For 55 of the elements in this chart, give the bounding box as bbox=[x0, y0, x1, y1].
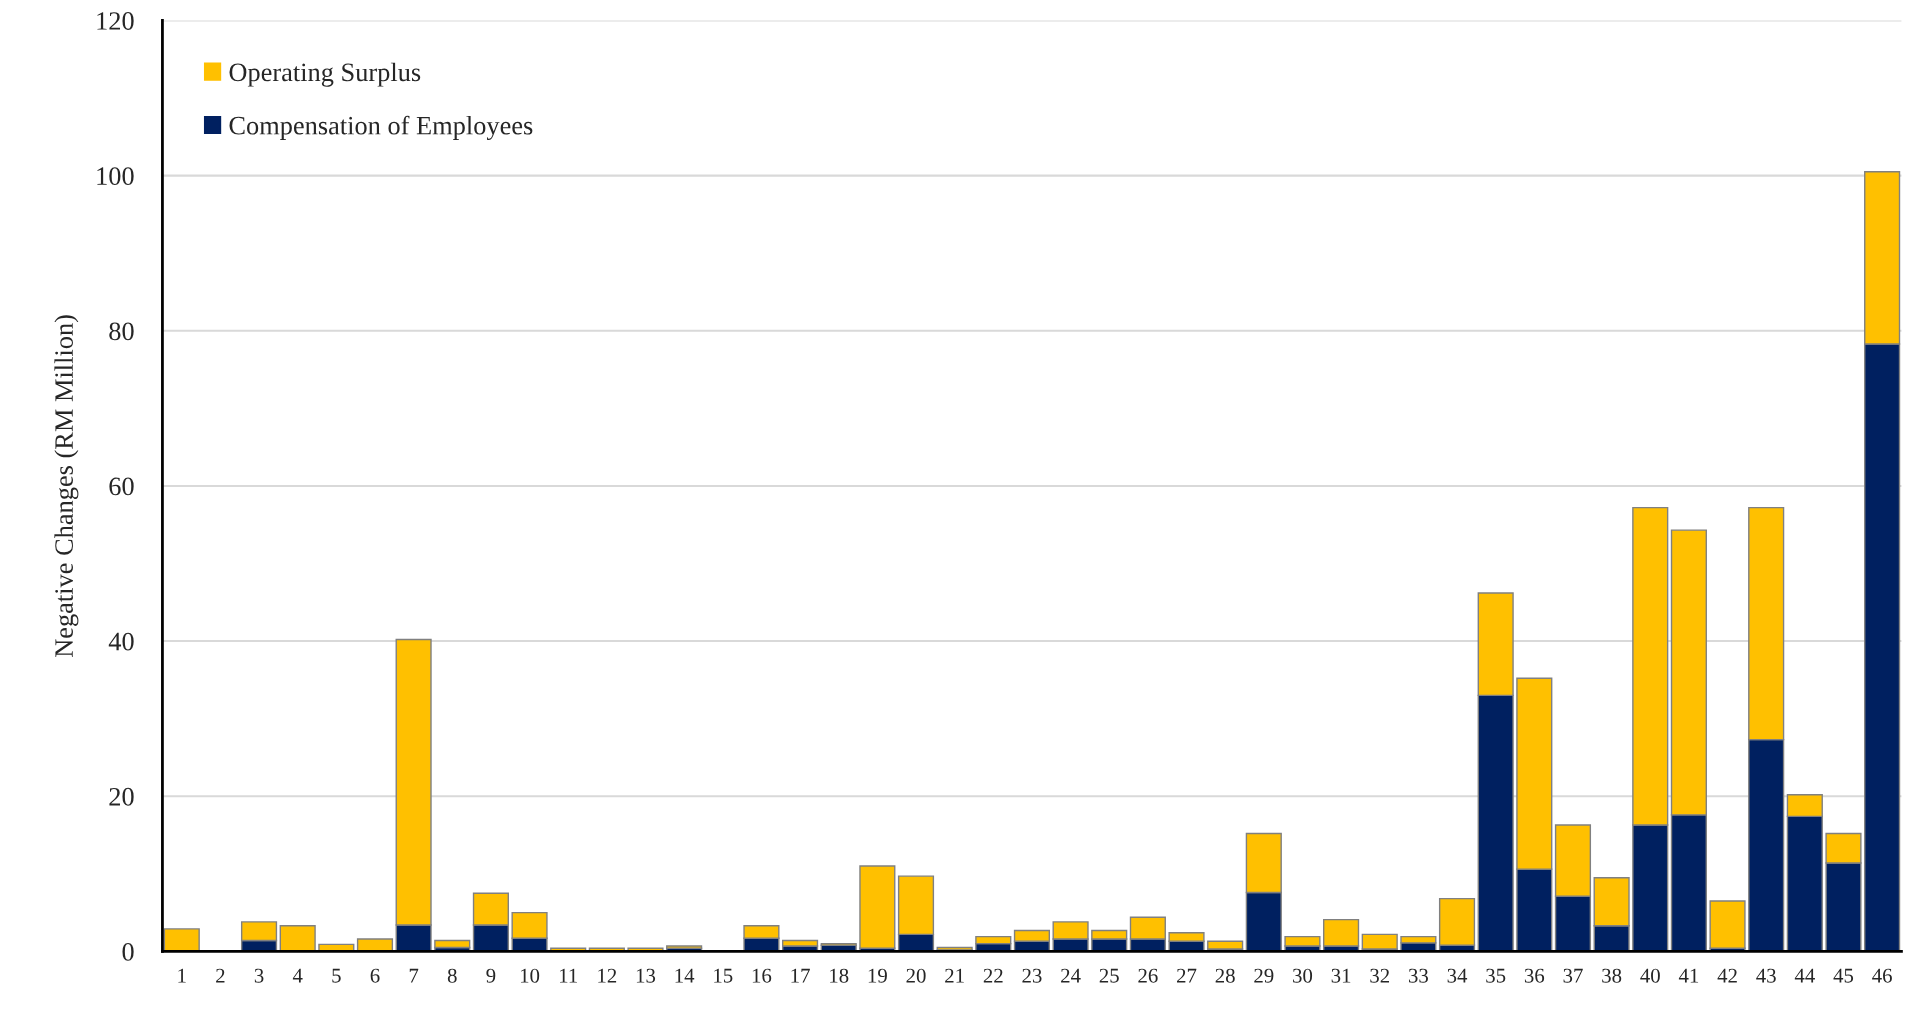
x-tick-label: 30 bbox=[1293, 968, 1313, 983]
x-tick-label: 40 bbox=[1640, 968, 1660, 983]
x-tick-label: 2 bbox=[216, 968, 225, 983]
x-tick-label: 23 bbox=[1022, 968, 1042, 983]
x-tick-label: 4 bbox=[292, 968, 303, 983]
x-tick-label: 13 bbox=[636, 968, 656, 983]
x-tick-label: 29 bbox=[1254, 968, 1274, 983]
x-tick-label: 41 bbox=[1678, 968, 1699, 983]
x-tick-label: 17 bbox=[791, 968, 810, 983]
y-tick-label: 0 bbox=[122, 943, 134, 961]
x-tick-label: 6 bbox=[370, 968, 380, 983]
x-tick-label: 20 bbox=[906, 968, 926, 983]
x-tick-label: 3 bbox=[254, 968, 264, 983]
x-tick-label: 16 bbox=[752, 968, 772, 983]
x-tick-label: 5 bbox=[332, 968, 341, 983]
x-tick-label: 36 bbox=[1524, 968, 1545, 983]
x-tick-label: 42 bbox=[1717, 968, 1737, 983]
y-tick-label: 20 bbox=[109, 787, 134, 806]
x-tick-label: 1 bbox=[178, 968, 186, 983]
legend-label: Operating Surplus bbox=[229, 62, 421, 87]
x-tick-label: 27 bbox=[1177, 968, 1197, 983]
x-tick-label: 26 bbox=[1138, 968, 1158, 983]
x-tick-label: 38 bbox=[1602, 968, 1622, 983]
x-tick-label: 32 bbox=[1370, 968, 1390, 983]
x-tick-label: 10 bbox=[520, 968, 540, 983]
x-tick-label: 33 bbox=[1408, 968, 1428, 983]
x-tick-label: 18 bbox=[830, 968, 849, 983]
y-tick-label: 80 bbox=[109, 322, 134, 341]
x-tick-label: 31 bbox=[1331, 968, 1351, 983]
x-tick-label: 35 bbox=[1486, 968, 1506, 983]
x-tick-label: 25 bbox=[1099, 968, 1119, 983]
x-tick-label: 43 bbox=[1756, 968, 1776, 983]
x-tick-label: 24 bbox=[1061, 968, 1081, 983]
x-tick-label: 12 bbox=[598, 968, 617, 983]
x-tick-label: 8 bbox=[447, 968, 457, 983]
x-tick-label: 7 bbox=[409, 968, 419, 983]
x-tick-label: 22 bbox=[983, 968, 1003, 983]
x-tick-label: 46 bbox=[1872, 968, 1892, 983]
y-tick-label: 40 bbox=[108, 632, 134, 651]
x-tick-label: 44 bbox=[1794, 968, 1815, 983]
x-tick-label: 19 bbox=[868, 968, 887, 983]
x-tick-label: 21 bbox=[945, 968, 964, 983]
x-tick-label: 15 bbox=[714, 968, 733, 983]
y-tick-label: 60 bbox=[109, 477, 134, 496]
x-tick-label: 28 bbox=[1215, 968, 1235, 983]
legend-label: Compensation of Employees bbox=[229, 115, 533, 140]
y-tick-label: 120 bbox=[97, 12, 134, 30]
x-tick-label: 34 bbox=[1447, 968, 1468, 983]
x-tick-label: 37 bbox=[1563, 968, 1583, 983]
y-axis-title: Negative Changes (RM Million) bbox=[54, 315, 79, 658]
x-tick-label: 45 bbox=[1833, 968, 1854, 983]
x-tick-label: 9 bbox=[486, 968, 496, 983]
x-tick-label: 11 bbox=[560, 968, 577, 983]
y-tick-label: 100 bbox=[97, 167, 134, 186]
x-tick-label: 14 bbox=[675, 968, 695, 983]
